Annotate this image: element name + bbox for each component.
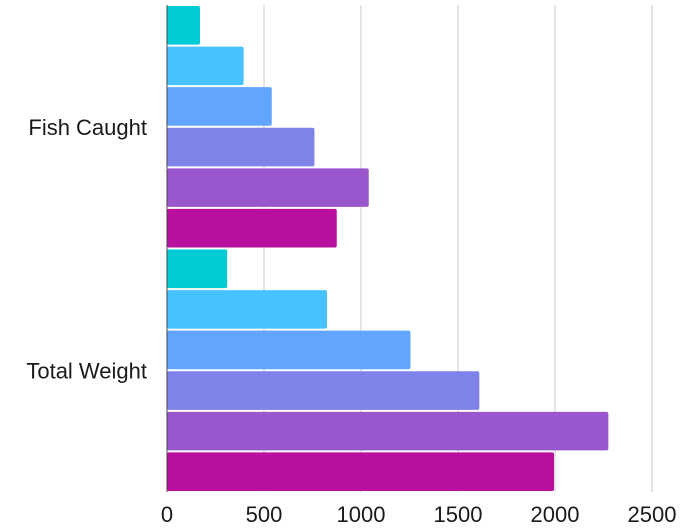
bar xyxy=(167,249,228,289)
bar xyxy=(167,208,337,248)
x-tick-label: 2000 xyxy=(531,502,580,527)
bar xyxy=(167,87,272,126)
bar xyxy=(167,46,244,86)
x-axis-ticks: 0 500 1000 1500 2000 2500 xyxy=(161,502,677,527)
x-tick-label: 2500 xyxy=(628,502,677,527)
bar xyxy=(167,290,328,329)
category-label: Total Weight xyxy=(26,358,147,383)
category-label: Fish Caught xyxy=(28,115,147,140)
x-tick-label: 0 xyxy=(161,502,173,527)
x-tick-label: 500 xyxy=(246,502,283,527)
bar xyxy=(167,411,609,451)
x-tick-label: 1000 xyxy=(337,502,386,527)
bar xyxy=(167,371,480,410)
bar xyxy=(167,6,200,45)
bar-series-group xyxy=(167,6,609,491)
bar xyxy=(167,127,315,167)
x-tick-label: 1500 xyxy=(434,502,483,527)
bar xyxy=(167,452,555,491)
y-axis-categories: Fish Caught Total Weight xyxy=(26,115,147,384)
gridlines xyxy=(263,5,653,492)
bar xyxy=(167,330,411,370)
bar xyxy=(167,168,369,207)
